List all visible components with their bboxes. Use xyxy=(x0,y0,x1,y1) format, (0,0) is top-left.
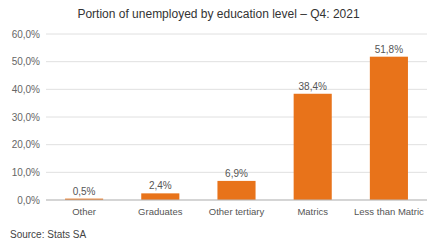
x-tick-label: Graduates xyxy=(138,206,183,217)
x-axis-line xyxy=(46,200,427,201)
bar xyxy=(370,57,408,200)
y-tick-label: 40,0% xyxy=(12,84,40,95)
x-tick-label: Matrics xyxy=(297,206,328,217)
chart-container: Portion of unemployed by education level… xyxy=(0,0,437,246)
y-tick-label: 0,0% xyxy=(17,195,40,206)
x-tick-label: Less than Matric xyxy=(354,206,424,217)
grid-line xyxy=(46,200,427,201)
data-label: 2,4% xyxy=(149,180,172,191)
bar xyxy=(141,193,179,200)
title: Portion of unemployed by education level… xyxy=(77,7,360,21)
y-tick-label: 50,0% xyxy=(12,56,40,67)
x-tick-label: Other xyxy=(72,206,96,217)
data-label: 0,5% xyxy=(73,186,96,197)
y-tick-label: 60,0% xyxy=(12,29,40,40)
y-tick-label: 30,0% xyxy=(12,112,40,123)
bar xyxy=(294,94,332,200)
x-tick-label: Other tertiary xyxy=(209,206,265,217)
bar xyxy=(217,181,255,200)
data-label: 51,8% xyxy=(375,44,403,55)
y-tick-label: 20,0% xyxy=(12,139,40,150)
data-label: 38,4% xyxy=(299,81,327,92)
data-label: 6,9% xyxy=(225,168,248,179)
chart-svg: Portion of unemployed by education level… xyxy=(0,0,437,246)
source: Source: Stats SA xyxy=(10,229,86,240)
bars xyxy=(65,57,408,200)
grid-line xyxy=(46,34,427,35)
y-tick-label: 10,0% xyxy=(12,167,40,178)
grid xyxy=(46,34,427,200)
